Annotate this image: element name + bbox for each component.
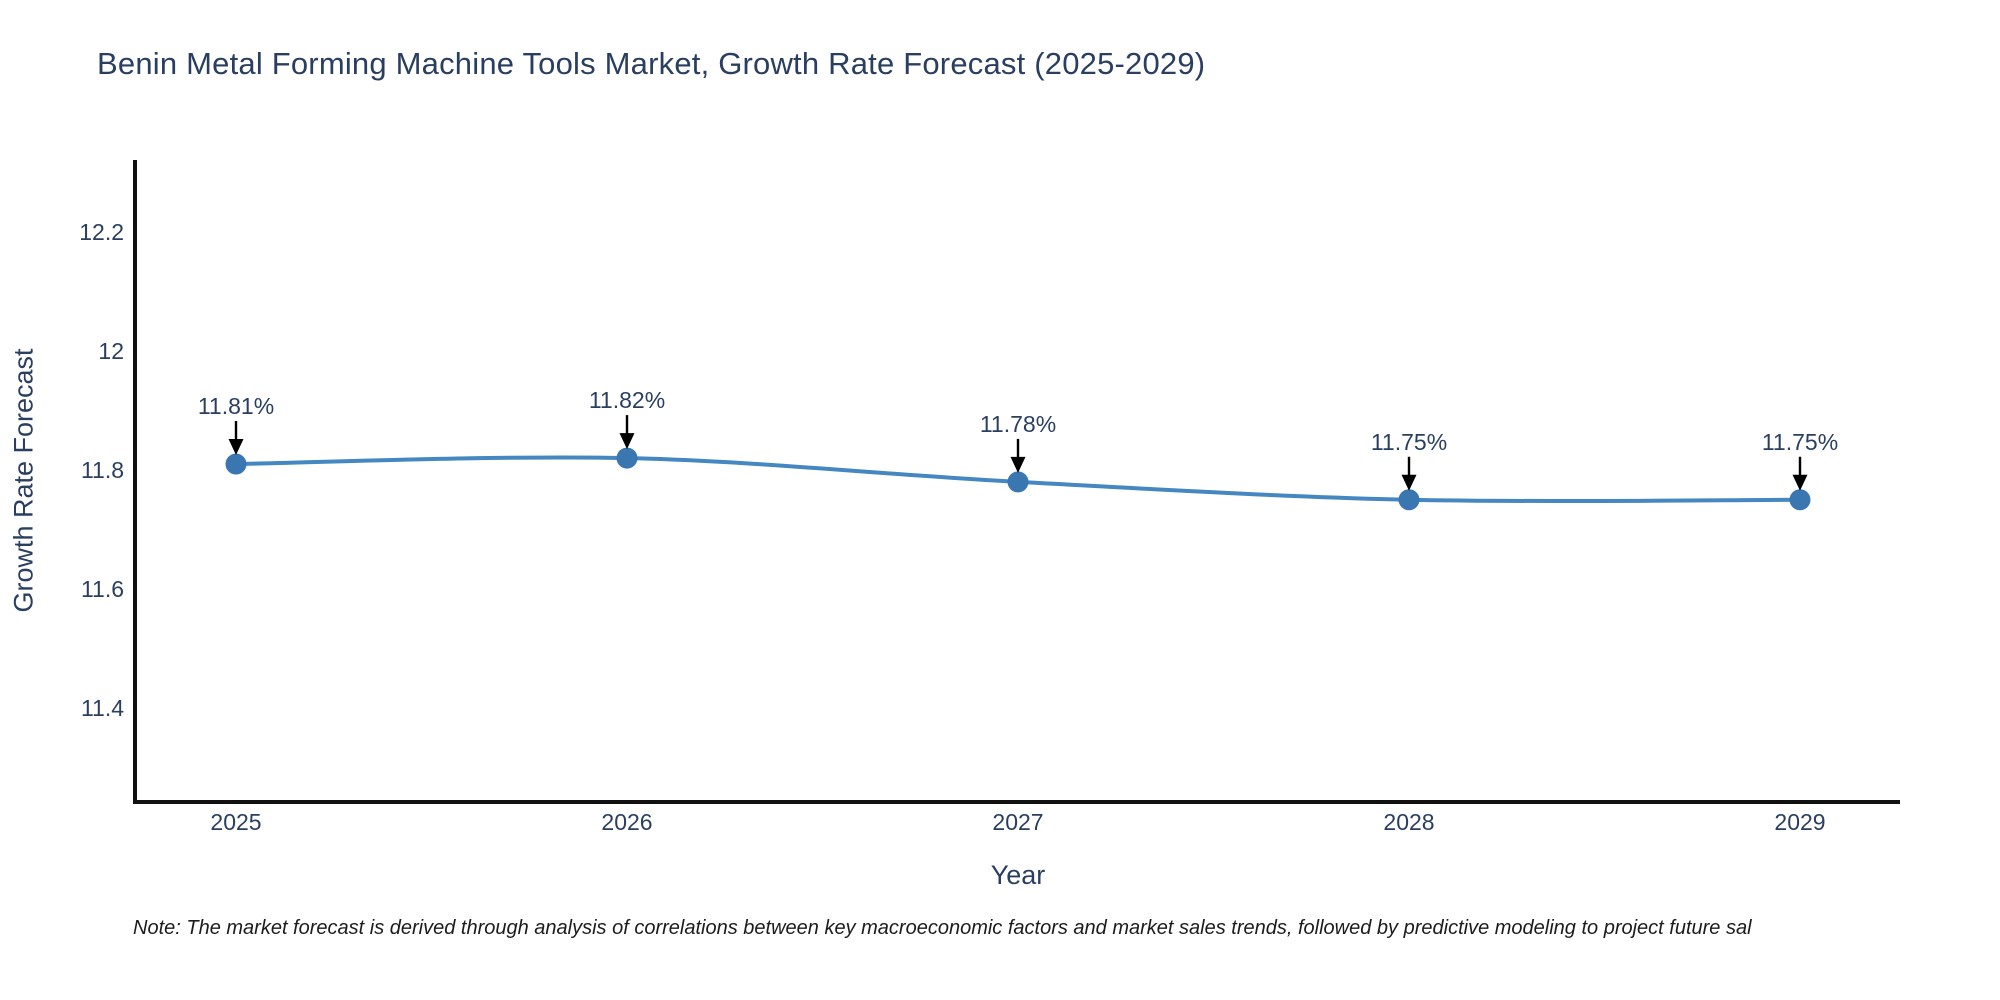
data-point-marker	[616, 447, 638, 469]
data-point-marker	[1007, 471, 1029, 493]
annotation-arrow-head	[1401, 474, 1417, 491]
chart-footnote: Note: The market forecast is derived thr…	[133, 917, 1752, 939]
annotation-label: 11.75%	[1762, 429, 1838, 455]
x-tick-label: 2026	[601, 809, 652, 835]
y-tick-label: 12.2	[79, 219, 124, 245]
x-tick-label: 2028	[1383, 809, 1434, 835]
annotation-label: 11.82%	[589, 387, 665, 413]
y-axis-title: Growth Rate Forecast	[8, 348, 39, 613]
x-tick-label: 2025	[210, 809, 261, 835]
data-point-marker	[1398, 489, 1420, 511]
y-tick-label: 12	[98, 338, 124, 364]
data-point-marker	[1789, 489, 1811, 511]
annotation-arrow-head	[1010, 456, 1026, 473]
chart-title: Benin Metal Forming Machine Tools Market…	[97, 46, 1206, 81]
annotation-label: 11.75%	[1371, 429, 1447, 455]
annotation-arrow-head	[1792, 474, 1808, 491]
y-tick-label: 11.6	[81, 576, 124, 602]
annotation-label: 11.81%	[198, 393, 274, 419]
annotation-arrow-head	[228, 439, 244, 456]
annotation-arrow-head	[619, 433, 635, 450]
y-tick-label: 11.4	[81, 695, 124, 721]
y-tick-label: 11.8	[81, 457, 124, 483]
annotation-label: 11.78%	[980, 411, 1056, 437]
x-tick-label: 2029	[1774, 809, 1825, 835]
data-point-marker	[225, 453, 247, 475]
x-axis-title: Year	[990, 860, 1046, 890]
x-tick-label: 2027	[992, 809, 1043, 835]
